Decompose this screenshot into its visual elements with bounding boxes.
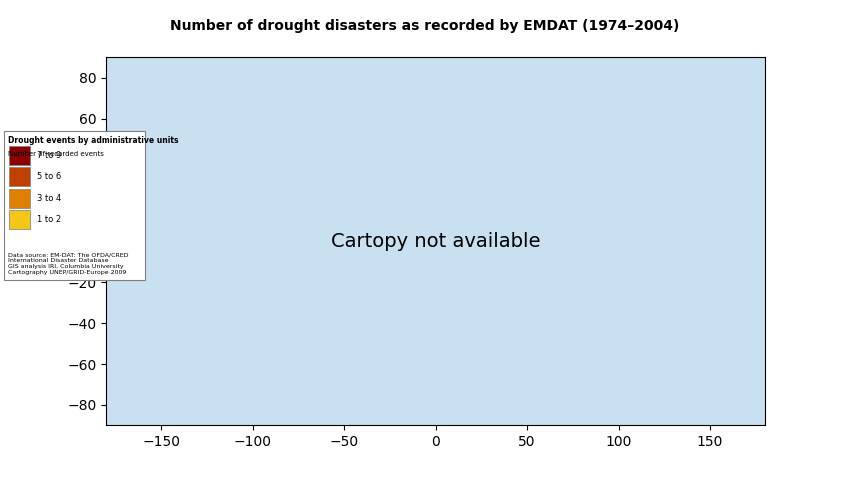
Text: Cartopy not available: Cartopy not available (331, 232, 541, 251)
Text: Number of drought disasters as recorded by EMDAT (1974–2004): Number of drought disasters as recorded … (170, 19, 680, 33)
Text: 5 to 6: 5 to 6 (37, 173, 61, 181)
Text: Data source: EM-DAT: The OFDA/CRED
International Disaster Database
GIS analysis : Data source: EM-DAT: The OFDA/CRED Inter… (8, 252, 129, 275)
Text: Number of recorded events: Number of recorded events (8, 151, 105, 157)
Text: 7 to 9: 7 to 9 (37, 151, 61, 160)
Text: Drought events by administrative units: Drought events by administrative units (8, 136, 179, 145)
Text: 3 to 4: 3 to 4 (37, 194, 61, 203)
Text: 1 to 2: 1 to 2 (37, 216, 60, 224)
